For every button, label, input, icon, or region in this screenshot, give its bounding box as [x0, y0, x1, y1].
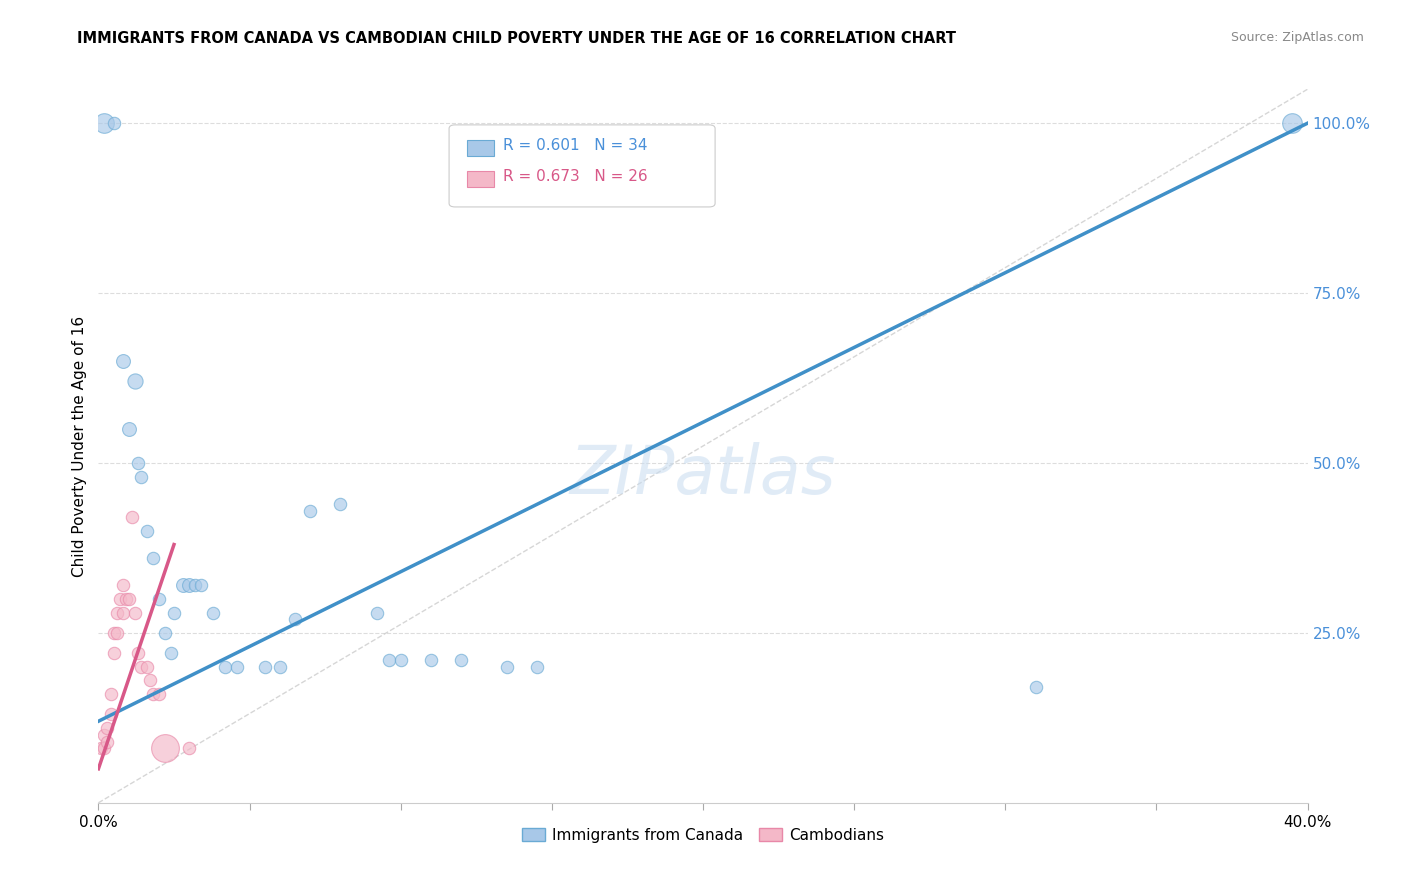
Point: [90, 741, 112, 756]
Point: [179, 741, 201, 756]
Y-axis label: Child Poverty Under the Age of 16: Child Poverty Under the Age of 16: [72, 316, 87, 576]
Point: [389, 653, 412, 667]
Point: [93, 741, 115, 756]
Point: [153, 741, 176, 756]
Point: [108, 591, 131, 606]
Point: [153, 626, 176, 640]
Point: [226, 660, 249, 674]
Point: [142, 687, 165, 701]
Point: [450, 653, 472, 667]
Point: [93, 728, 115, 742]
Point: [96, 734, 118, 748]
Point: [1024, 680, 1046, 694]
Point: [377, 653, 399, 667]
Point: [329, 497, 352, 511]
Point: [495, 660, 517, 674]
Point: [127, 646, 149, 660]
Point: [129, 469, 152, 483]
Point: [269, 660, 291, 674]
Point: [139, 673, 162, 688]
Point: [184, 578, 207, 592]
Point: [214, 660, 236, 674]
Point: [253, 660, 276, 674]
Point: [299, 503, 322, 517]
Point: [103, 116, 125, 130]
Point: [105, 606, 128, 620]
Point: [163, 606, 186, 620]
Point: [100, 707, 122, 722]
Point: [190, 578, 212, 592]
Text: R = 0.601   N = 34: R = 0.601 N = 34: [503, 138, 648, 153]
Point: [100, 687, 122, 701]
Point: [179, 578, 201, 592]
Point: [124, 375, 146, 389]
Point: [1281, 116, 1303, 130]
Point: [111, 354, 134, 368]
Point: [129, 660, 152, 674]
Point: [160, 646, 183, 660]
Point: [111, 606, 134, 620]
Point: [103, 646, 125, 660]
Point: [93, 116, 115, 130]
Point: [148, 591, 170, 606]
Point: [118, 422, 141, 436]
Point: [526, 660, 548, 674]
Point: [118, 591, 141, 606]
Point: [202, 606, 225, 620]
Point: [96, 721, 118, 735]
Point: [148, 687, 170, 701]
FancyBboxPatch shape: [467, 140, 494, 155]
Text: R = 0.673   N = 26: R = 0.673 N = 26: [503, 169, 648, 185]
Point: [121, 510, 143, 524]
Legend: Immigrants from Canada, Cambodians: Immigrants from Canada, Cambodians: [516, 822, 890, 848]
Text: Source: ZipAtlas.com: Source: ZipAtlas.com: [1230, 31, 1364, 45]
Point: [105, 626, 128, 640]
Point: [135, 660, 157, 674]
Point: [420, 653, 443, 667]
Point: [124, 606, 146, 620]
Point: [114, 591, 136, 606]
Point: [366, 606, 388, 620]
Point: [127, 456, 149, 470]
Point: [103, 626, 125, 640]
Text: IMMIGRANTS FROM CANADA VS CAMBODIAN CHILD POVERTY UNDER THE AGE OF 16 CORRELATIO: IMMIGRANTS FROM CANADA VS CAMBODIAN CHIL…: [77, 31, 956, 46]
Point: [142, 551, 165, 566]
Point: [111, 578, 134, 592]
Text: ZIPatlas: ZIPatlas: [569, 442, 837, 508]
FancyBboxPatch shape: [449, 125, 716, 207]
Point: [284, 612, 307, 626]
Point: [135, 524, 157, 538]
FancyBboxPatch shape: [467, 171, 494, 187]
Point: [172, 578, 194, 592]
